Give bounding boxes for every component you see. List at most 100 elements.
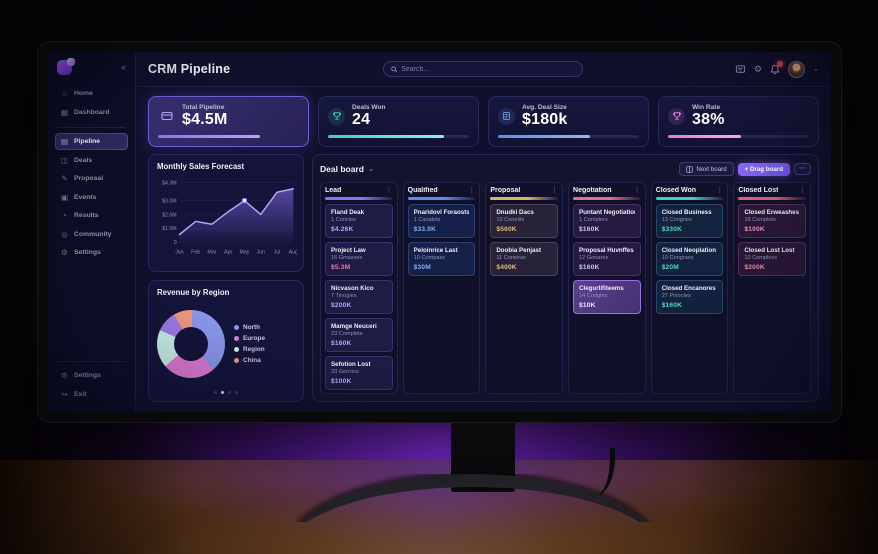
carousel-dot[interactable] (213, 390, 218, 394)
deal-board-title[interactable]: Deal board (320, 164, 364, 175)
content-area: Monthly Sales Forecast $4.3M $3.0M $2.0M… (136, 154, 831, 412)
deal-card[interactable]: Puntant Negotiation 1 Complers $160K (573, 203, 641, 238)
kpi-total-pipeline[interactable]: Total Pipeline $4.5M (148, 96, 309, 148)
carousel-dot[interactable] (227, 390, 232, 394)
sidebar-footer-settings[interactable]: ⚙ Settings (55, 367, 128, 384)
column-menu-icon[interactable]: ⋮ (551, 187, 559, 195)
deal-card[interactable]: Peloinrice Last 10 Compass $30M (407, 241, 476, 276)
column-title: Lead (325, 187, 342, 195)
search-input[interactable] (401, 65, 575, 73)
deal-card[interactable]: Pnaridovl Foraosts 1 Canalots $33.0K (407, 203, 476, 238)
deal-value: $560K (496, 225, 517, 233)
kpi-label: Avg. Deal Size (522, 104, 567, 111)
carousel-dot[interactable] (234, 390, 239, 394)
notifications-bell-icon[interactable] (770, 60, 784, 75)
column-accent-bar (573, 197, 641, 200)
settings-icon: ⚙ (61, 248, 68, 257)
deal-title: Closed Neoplation (661, 246, 717, 254)
sidebar-item-pipeline[interactable]: ▤ Pipeline (55, 133, 128, 150)
sidebar-item-deals[interactable]: ◫ Deals (55, 152, 128, 169)
deal-meta: 1 Complers (579, 217, 608, 224)
deal-card[interactable]: Fland Deak 1 Concies $4.26K (325, 203, 393, 238)
next-board-button[interactable]: Next board (679, 162, 734, 177)
deal-title: Clegurlifiteems (579, 284, 624, 292)
events-icon: ▣ (60, 192, 69, 202)
more-options-button[interactable]: ⋯ (794, 162, 811, 176)
carousel-dot-active[interactable] (220, 390, 225, 394)
kanban-column-closed-won: Closed Won ⋮ Closed Business 13 Congries… (650, 182, 729, 394)
kpi-progress-track (668, 134, 809, 139)
chevron-down-icon[interactable]: ⌄ (813, 66, 819, 73)
column-menu-icon[interactable]: ⋮ (716, 187, 724, 195)
deal-card[interactable]: Sefotion Lost 33 Gerrons $100K (325, 355, 393, 390)
legend-label: Region (243, 345, 265, 353)
kpi-avg-deal-size[interactable]: Avg. Deal Size $180k (488, 96, 649, 148)
chart-legend: North Europe Region China (234, 324, 265, 364)
sidebar-item-dashboard[interactable]: ▦ Dashboard (55, 104, 128, 121)
monitor: « ⌂ Home ▦ Dashboard ▤ Pipeline ◫ Deals … (38, 42, 841, 422)
deal-value: $10K (579, 301, 596, 309)
proposal-icon: ✎ (61, 174, 68, 183)
search-box[interactable] (382, 61, 583, 77)
sidebar-item-results[interactable]: ◔ Results (55, 207, 128, 224)
column-menu-icon[interactable]: ⋮ (799, 187, 807, 195)
deal-title: Project Law (331, 246, 366, 254)
deal-title: Nicvason Kico (331, 284, 374, 292)
deal-card[interactable]: Closed Lost Lost 10 Compless $200K (738, 241, 807, 276)
svg-text:Jul: Jul (274, 250, 281, 256)
chart-title: Monthly Sales Forecast (157, 162, 245, 172)
deal-card[interactable]: Closed Erweashes 18 Complets $100K (738, 203, 807, 238)
deal-title: Closed Business (661, 208, 712, 216)
column-menu-icon[interactable]: ⋮ (633, 187, 641, 195)
deal-card[interactable]: Mamge Neuceri 23 Complete $160K (325, 317, 393, 352)
column-title: Qualified (407, 187, 438, 195)
sidebar-item-label: Pipeline (74, 138, 101, 145)
drag-board-button[interactable]: + Drag board (737, 162, 790, 176)
trophy-icon (328, 107, 345, 125)
deal-card[interactable]: Closed Neoplation 19 Congrass $20M (655, 241, 724, 276)
deal-card[interactable]: Clegurlifiteems 14 Codgins $10K (573, 279, 641, 314)
legend-item: Region (234, 346, 265, 353)
deal-card[interactable]: Proposal Huvnffes 12 Gonares $160K (573, 241, 641, 276)
deal-card[interactable]: Doobia Penjast 11 Coneiras $400K (490, 241, 559, 276)
svg-text:$2.0M: $2.0M (162, 212, 177, 218)
top-bar: CRM Pipeline ⚙ (136, 52, 831, 87)
next-board-label: Next board (696, 165, 727, 173)
sidebar-item-label: Proposal (74, 175, 104, 182)
sidebar-item-label: Exit (74, 390, 87, 398)
deal-value: $160K (579, 263, 600, 271)
deal-card[interactable]: Nicvason Kico 7 Tinogies $200K (325, 279, 393, 314)
deal-value: $100K (744, 225, 765, 233)
deal-meta: 1 Concies (331, 217, 356, 224)
sidebar-footer: ⚙ Settings ↪ Exit (55, 356, 128, 404)
svg-text:$3.0M: $3.0M (162, 199, 177, 205)
sidebar-item-home[interactable]: ⌂ Home (55, 85, 128, 102)
deal-value: $160K (331, 339, 352, 347)
app-logo (57, 58, 75, 75)
sidebar-footer-exit[interactable]: ↪ Exit (55, 386, 128, 403)
deal-title: Mamge Neuceri (331, 322, 377, 330)
deal-card[interactable]: Closed Encanores 27 Pinoctes $160K (655, 279, 724, 314)
column-menu-icon[interactable]: ⋮ (468, 187, 476, 195)
deal-meta: 19 Congrass (661, 255, 694, 262)
kpi-win-rate[interactable]: Win Rate 38% (658, 96, 819, 148)
avatar[interactable] (788, 60, 806, 78)
inbox-icon[interactable] (735, 64, 746, 75)
column-menu-icon[interactable]: ⋮ (385, 187, 393, 195)
deal-card[interactable]: Dnudki Dacs 10 Coneiits $560K (490, 203, 559, 238)
sidebar-item-community[interactable]: ◎ Community (55, 226, 128, 243)
kpi-deals-won[interactable]: Deals Won 24 (318, 96, 479, 148)
legend-item: Europe (234, 335, 265, 342)
deal-card[interactable]: Project Law 16 Gmasses $5.3M (325, 241, 393, 276)
sidebar-collapse-icon[interactable]: « (120, 62, 126, 72)
deal-title: Fland Deak (331, 208, 365, 216)
dashboard-icon: ▦ (60, 107, 69, 117)
deal-card[interactable]: Closed Business 13 Congries $330K (655, 203, 724, 238)
kpi-progress-track (158, 134, 299, 139)
sidebar-item-settings[interactable]: ⚙ Settings (55, 244, 128, 261)
gear-icon[interactable]: ⚙ (754, 63, 763, 74)
sidebar-item-events[interactable]: ▣ Events (55, 189, 128, 206)
sidebar-item-proposal[interactable]: ✎ Proposal (55, 170, 128, 187)
chevron-down-icon[interactable]: ⌄ (367, 166, 374, 174)
main-area: CRM Pipeline ⚙ (136, 52, 831, 412)
